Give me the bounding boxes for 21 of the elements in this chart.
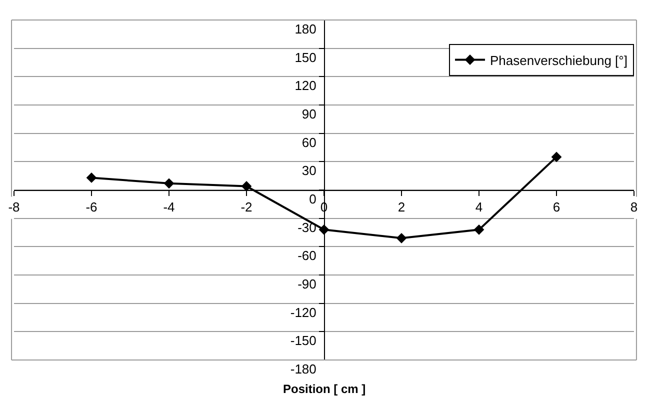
x-tick-label: 2 xyxy=(398,200,406,215)
y-tick-label: 90 xyxy=(302,106,316,122)
y-tick-label: 150 xyxy=(294,50,316,65)
y-tick-label: 30 xyxy=(302,163,316,178)
x-tick-label: -6 xyxy=(86,200,98,215)
y-tick-label: -120 xyxy=(290,304,316,320)
x-tick-label: 8 xyxy=(630,200,638,215)
x-tick-label: -8 xyxy=(8,200,20,215)
y-tick-label: 120 xyxy=(294,78,316,94)
y-tick-label: 180 xyxy=(294,22,316,37)
y-tick-label: 60 xyxy=(302,134,316,150)
x-tick-label: -2 xyxy=(240,200,252,215)
legend-label: Phasenverschiebung [°] xyxy=(490,52,628,68)
x-axis-title: Position [ cm ] xyxy=(283,382,366,396)
x-tick-label: -4 xyxy=(163,200,175,215)
y-tick-label: -90 xyxy=(298,276,316,292)
y-tick-label: -150 xyxy=(290,333,316,348)
x-tick-label: 4 xyxy=(475,200,483,215)
x-tick-label: 6 xyxy=(552,200,560,215)
y-tick-label: -60 xyxy=(298,248,316,264)
y-tick-label: -180 xyxy=(290,362,316,377)
